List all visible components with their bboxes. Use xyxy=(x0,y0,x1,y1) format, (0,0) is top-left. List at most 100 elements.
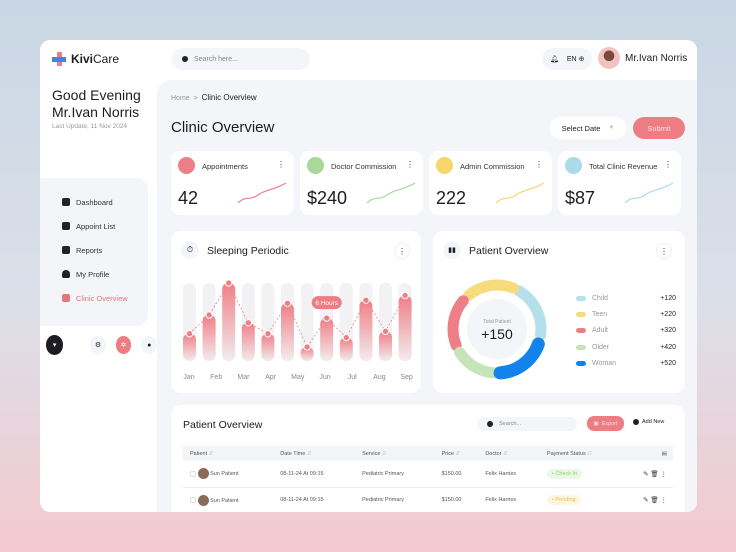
patient-table-panel: Patient Overview Search... ▣ Export Add N… xyxy=(171,405,685,512)
sleep-point[interactable] xyxy=(244,319,253,327)
sort-icon[interactable]: ⇵ xyxy=(503,450,508,457)
column-header[interactable]: Payment Status ⇵ xyxy=(539,446,625,461)
sleep-point[interactable] xyxy=(342,333,351,342)
sort-icon[interactable]: ⇵ xyxy=(306,450,312,457)
patient-donut-chart xyxy=(447,279,547,380)
sidebar-item-dashboard[interactable]: Dashboard xyxy=(62,190,148,214)
trash-icon[interactable]: 🗑︎ xyxy=(650,470,659,478)
language-selector[interactable]: EN ⊕ xyxy=(567,55,585,63)
sleep-bar[interactable] xyxy=(261,333,275,361)
kpi-card[interactable]: Doctor Commission ⋮ $240 xyxy=(300,151,423,215)
column-header[interactable]: Service ⇵ xyxy=(355,446,435,461)
sleep-point[interactable] xyxy=(381,327,390,336)
sleep-bar[interactable] xyxy=(202,314,216,361)
sidebar-item-label: Appoint List xyxy=(76,221,116,231)
more-button[interactable]: ⋮ xyxy=(656,243,672,259)
more-button[interactable]: ⋮ xyxy=(394,243,410,259)
breadcrumb-home[interactable]: Home xyxy=(171,95,190,102)
actions-cell: ✎ 🗑︎ ⋮ xyxy=(624,487,673,512)
more-icon[interactable]: ⋮ xyxy=(277,160,285,169)
calendar-icon xyxy=(62,222,70,230)
panel-title: Sleeping Periodic xyxy=(207,245,289,257)
row-checkbox[interactable] xyxy=(190,497,196,503)
sidebar-nav: Dashboard Appoint List Reports My Profil… xyxy=(40,178,148,326)
kpi-card[interactable]: Total Clinic Revenue ⋮ $87 xyxy=(558,151,681,215)
sleep-bar[interactable] xyxy=(183,333,196,361)
trash-icon[interactable]: 🗑︎ xyxy=(650,497,659,504)
top-controls: 🔔︎ EN ⊕ xyxy=(542,48,593,70)
help-icon[interactable]: ● xyxy=(141,336,157,354)
edit-icon[interactable]: ✎ xyxy=(643,497,649,504)
stats-icon: ▮▮ xyxy=(443,241,461,259)
sleep-bar[interactable] xyxy=(300,346,314,361)
sleep-bar[interactable] xyxy=(398,295,412,361)
sidebar-item-reports[interactable]: Reports xyxy=(62,238,148,262)
add-new-button[interactable]: Add New xyxy=(633,419,664,425)
kpi-card[interactable]: Appointments ⋮ 42 xyxy=(171,151,294,215)
sleep-point[interactable] xyxy=(205,311,213,319)
theme-icon[interactable]: ✲ xyxy=(115,336,132,354)
sleep-point[interactable] xyxy=(283,299,292,307)
greeting: Good Evening Mr.Ivan Norris xyxy=(52,87,141,121)
sleep-bar[interactable] xyxy=(379,331,392,361)
collapse-button[interactable]: ▾ xyxy=(46,335,64,355)
avatar[interactable] xyxy=(598,47,620,69)
columns-settings-icon[interactable]: ▤ xyxy=(624,446,673,461)
logo[interactable]: KiviCare xyxy=(52,52,119,66)
legend-label: Child xyxy=(592,294,608,302)
notification-icon[interactable]: 🔔︎ xyxy=(550,56,559,63)
table-search-input[interactable]: Search... xyxy=(477,417,577,431)
sleep-bar[interactable] xyxy=(359,300,373,361)
user-name[interactable]: Mr.Ivan Norris xyxy=(625,53,688,64)
export-button[interactable]: ▣ Export xyxy=(587,416,624,431)
submit-button[interactable]: Submit xyxy=(633,117,685,139)
sleep-bar[interactable] xyxy=(281,303,294,361)
sleep-point[interactable] xyxy=(185,330,194,338)
sidebar-item-clinic-overview[interactable]: Clinic Overview xyxy=(62,286,148,310)
kpi-icon xyxy=(178,157,195,174)
donut-segment-child[interactable] xyxy=(513,285,547,341)
sleep-bar[interactable] xyxy=(339,337,353,361)
more-icon[interactable]: ⋮ xyxy=(664,160,672,169)
donut-segment-teen[interactable] xyxy=(463,279,519,301)
sleep-bar[interactable] xyxy=(222,283,236,361)
column-header[interactable]: Doctor ⇵ xyxy=(478,446,540,461)
edit-icon[interactable]: ✎ xyxy=(643,470,649,478)
sleep-point[interactable] xyxy=(362,296,370,304)
patient-cell: Sun Patient xyxy=(183,461,274,488)
sleep-point[interactable] xyxy=(323,314,331,322)
more-icon[interactable]: ⋮ xyxy=(406,160,414,169)
kpi-icon xyxy=(307,157,324,174)
sleep-point[interactable] xyxy=(303,343,311,351)
sort-icon[interactable]: ⇵ xyxy=(455,450,461,457)
select-date-dropdown[interactable]: Select Date ▼ xyxy=(550,117,626,139)
column-header[interactable]: Patient ⇵ xyxy=(183,446,274,461)
sort-icon[interactable]: ⇵ xyxy=(381,450,387,457)
donut-segment-woman[interactable] xyxy=(493,337,545,380)
x-axis-label: Jul xyxy=(348,374,357,381)
patient-avatar xyxy=(197,468,209,480)
table-row[interactable]: Sun Patient 08-11-24 At 09:15 Pediatric … xyxy=(183,461,673,488)
more-icon[interactable]: ⋮ xyxy=(535,160,543,169)
sort-icon[interactable]: ⇵ xyxy=(208,450,214,457)
sleep-point[interactable] xyxy=(225,279,233,287)
kpi-card[interactable]: Admin Commission ⋮ 222 xyxy=(429,151,552,215)
sidebar-item-my-profile[interactable]: My Profile xyxy=(62,262,148,286)
sleep-point[interactable] xyxy=(264,330,272,338)
row-checkbox[interactable] xyxy=(190,470,196,477)
sleep-bar[interactable] xyxy=(320,318,334,361)
sidebar-item-appoint-list[interactable]: Appoint List xyxy=(62,214,148,238)
column-header[interactable]: Price ⇵ xyxy=(434,446,479,461)
kpi-value: 42 xyxy=(178,188,199,208)
donut-segment-adult[interactable] xyxy=(447,295,469,351)
settings-icon[interactable]: ⚙ xyxy=(90,336,106,354)
more-icon[interactable]: ⋮ xyxy=(660,497,668,504)
table-row[interactable]: Sun Patient 08-11-24 At 09:15 Pediatric … xyxy=(183,487,673,512)
sort-icon[interactable]: ⇵ xyxy=(587,450,592,457)
greeting-line2: Mr.Ivan Norris xyxy=(52,104,140,120)
more-icon[interactable]: ⋮ xyxy=(660,470,668,478)
search-input[interactable]: Search here... xyxy=(172,48,310,70)
sleep-bar[interactable] xyxy=(241,322,255,361)
column-header[interactable]: Date Time ⇵ xyxy=(273,446,356,461)
sleep-point[interactable] xyxy=(401,291,409,300)
